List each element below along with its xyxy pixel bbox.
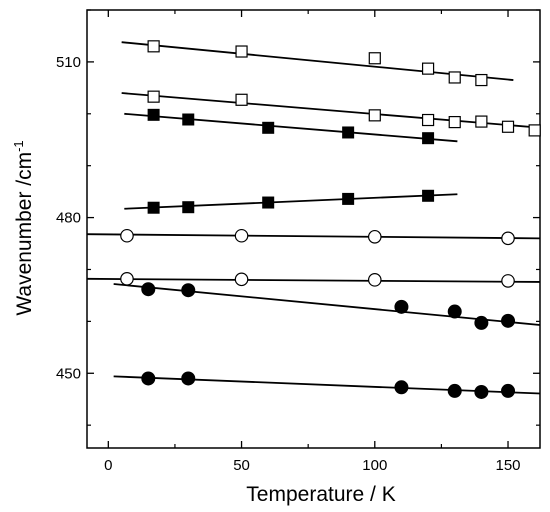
data-point [182,113,195,126]
fit-line [86,277,541,283]
data-point [141,371,156,386]
y-axis-label-superscript: -1 [11,140,26,152]
data-point [422,189,435,202]
data-point [141,282,156,297]
x-tick-label: 50 [233,457,250,474]
y-axis-label: Wavenumber /cm-1 [11,140,36,315]
fit-line [121,92,535,129]
data-point [447,304,462,319]
fit-line [121,41,514,81]
data-point [147,40,160,53]
data-point [181,371,196,386]
fit-line [86,233,541,240]
data-point [422,132,435,145]
x-tick-label: 0 [104,457,112,474]
data-point [394,380,409,395]
data-point [368,109,381,122]
fit-line [124,193,458,210]
data-point [447,383,462,398]
data-point [501,120,515,133]
data-point [181,283,196,298]
x-tick-label: 150 [496,457,521,474]
data-point [182,201,195,214]
data-point [501,383,516,398]
data-point [474,384,489,399]
data-point [147,108,160,121]
data-point [501,274,515,288]
data-point [234,228,249,243]
data-point [448,115,461,129]
data-point [235,45,248,58]
data-point [501,313,516,328]
data-point [342,126,355,139]
data-point [421,62,435,75]
y-tick-label: 480 [56,210,81,227]
data-point [262,121,275,134]
data-point [421,113,435,127]
data-point [367,273,382,287]
data-point [234,272,249,287]
data-point [262,196,275,209]
data-point [474,315,489,330]
data-point [147,90,160,103]
data-point [147,201,160,214]
data-point [120,228,134,243]
data-point [475,73,488,87]
data-point [394,299,409,314]
x-axis-label: Temperature / K [246,483,395,506]
y-tick-label: 450 [56,365,81,382]
data-point [235,93,248,106]
data-point [528,124,541,137]
plot-area-frame [86,9,541,449]
y-axis-label-text: Wavenumber /cm [13,152,36,316]
data-point [342,192,355,205]
data-point [120,272,134,286]
x-tick-label: 100 [362,457,387,474]
data-point [448,71,461,84]
fit-line [124,112,458,143]
data-point [501,231,515,246]
data-point [368,52,381,65]
data-point [475,115,488,128]
data-point [367,229,382,244]
y-tick-label: 510 [56,54,81,71]
